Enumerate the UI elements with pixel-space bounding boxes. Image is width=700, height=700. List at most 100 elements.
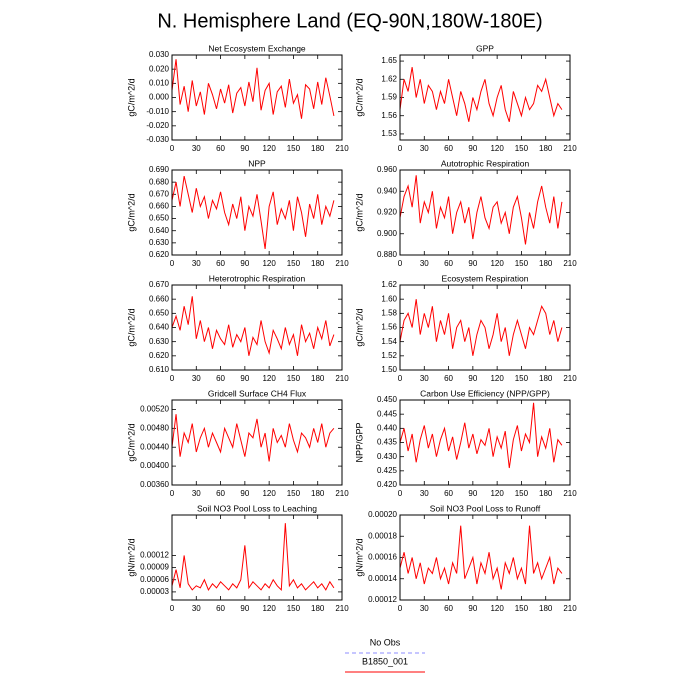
x-tick-label: 60 [216,374,225,383]
x-tick-label: 180 [539,374,553,383]
x-tick-label: 30 [420,374,429,383]
series-line [171,523,335,592]
y-tick-label: 0.670 [149,189,170,198]
x-tick-label: 90 [240,259,249,268]
legend-label: B1850_001 [362,656,408,666]
y-tick-label: 0.00480 [140,423,169,432]
y-tick-label: 0.670 [149,280,170,289]
x-tick-label: 120 [490,374,504,383]
x-tick-label: 30 [192,489,201,498]
x-tick-label: 120 [490,259,504,268]
panel-title: Soil NO3 Pool Loss to Runoff [430,503,541,513]
y-axis-label: gC/m^2/d [126,423,136,461]
x-tick-label: 60 [216,604,225,613]
y-tick-label: 0.960 [377,165,398,174]
x-tick-label: 60 [216,489,225,498]
y-tick-label: 0.000 [149,93,170,102]
plot-frame [399,399,571,486]
x-tick-label: 180 [311,604,325,613]
panel: Carbon Use Efficiency (NPP/GPP) NPP/GPP 0 3… [354,388,577,498]
y-tick-label: 0.650 [149,214,170,223]
y-tick-label: 0.00006 [140,575,169,584]
x-tick-label: 150 [287,374,301,383]
x-tick-label: 30 [420,144,429,153]
panel: GPP gC/m^2/d 0 30 60 90 120 150 180 210 1.53 1.56 1.… [354,43,577,153]
y-tick-label: 0.660 [149,294,170,303]
panel: Autotrophic Respiration gC/m^2/d 0 30 60 90 12… [354,158,577,268]
y-tick-label: 0.435 [377,438,398,447]
y-tick-label: 0.610 [149,365,170,374]
y-tick-label: 0.620 [149,250,170,259]
y-tick-label: 0.030 [149,50,170,59]
x-tick-label: 210 [563,259,577,268]
plot-frame [171,514,343,601]
x-tick-label: 150 [515,259,529,268]
panel: Soil NO3 Pool Loss to Leaching gN/m^2/d 0 3… [126,503,349,613]
x-tick-label: 180 [539,604,553,613]
y-tick-label: 0.440 [377,423,398,432]
panel-title: Autotrophic Respiration [441,158,530,168]
y-tick-label: 1.56 [381,111,397,120]
x-tick-label: 90 [240,489,249,498]
y-tick-label: 1.59 [381,93,397,102]
x-tick-label: 30 [192,604,201,613]
y-tick-label: 0.00012 [368,595,397,604]
plot-frame [399,169,571,256]
x-tick-label: 60 [444,489,453,498]
x-tick-label: 120 [262,259,276,268]
series-line [399,525,563,590]
legend-label: No Obs [370,637,401,647]
plot-frame [399,284,571,371]
y-axis-label: gN/m^2/d [126,538,136,576]
panel: Ecosystem Respiration gC/m^2/d 0 30 60 90 120 1… [354,273,577,383]
panel-title: Net Ecosystem Exchange [208,43,306,53]
series-line [399,299,563,356]
series-line [399,67,563,122]
x-tick-label: 0 [398,604,403,613]
x-tick-label: 60 [444,374,453,383]
y-tick-label: 0.020 [149,64,170,73]
y-tick-label: 0.680 [149,177,170,186]
x-tick-label: 0 [398,259,403,268]
y-tick-label: 0.00360 [140,480,169,489]
y-axis-label: gC/m^2/d [354,308,364,346]
x-tick-label: 210 [563,144,577,153]
x-tick-label: 0 [398,374,403,383]
y-tick-label: 0.00020 [368,510,397,519]
plot-frame [171,54,343,141]
x-tick-label: 90 [468,489,477,498]
y-tick-label: 0.00400 [140,461,169,470]
plot-frame [399,514,571,601]
y-axis-label: gC/m^2/d [126,193,136,231]
y-tick-label: 1.53 [381,129,397,138]
x-tick-label: 150 [287,259,301,268]
y-tick-label: 0.640 [149,323,170,332]
y-tick-label: 1.50 [381,365,397,374]
x-tick-label: 30 [420,604,429,613]
panel: Soil NO3 Pool Loss to Runoff gN/m^2/d 0 30 6… [354,503,577,613]
x-tick-label: 150 [515,604,529,613]
y-tick-label: 0.420 [377,480,398,489]
panel: Heterotrophic Respiration gC/m^2/d 0 30 60 90… [126,273,349,383]
x-tick-label: 90 [240,604,249,613]
y-tick-label: 0.00014 [368,574,397,583]
y-tick-label: 1.54 [381,337,397,346]
x-tick-label: 90 [468,374,477,383]
y-tick-label: 1.52 [381,351,397,360]
x-tick-label: 60 [444,144,453,153]
y-tick-label: 0.940 [377,186,398,195]
x-tick-label: 180 [311,144,325,153]
y-tick-label: 0.640 [149,226,170,235]
y-tick-label: 1.60 [381,294,397,303]
x-tick-label: 150 [515,374,529,383]
plot-frame [399,54,571,141]
x-tick-label: 210 [335,489,349,498]
y-axis-label: gC/m^2/d [354,78,364,116]
y-axis-label: gC/m^2/d [126,78,136,116]
y-axis-label: gN/m^2/d [354,538,364,576]
series-line [171,59,335,119]
x-tick-label: 90 [468,604,477,613]
x-tick-label: 30 [192,259,201,268]
series-line [171,175,335,250]
